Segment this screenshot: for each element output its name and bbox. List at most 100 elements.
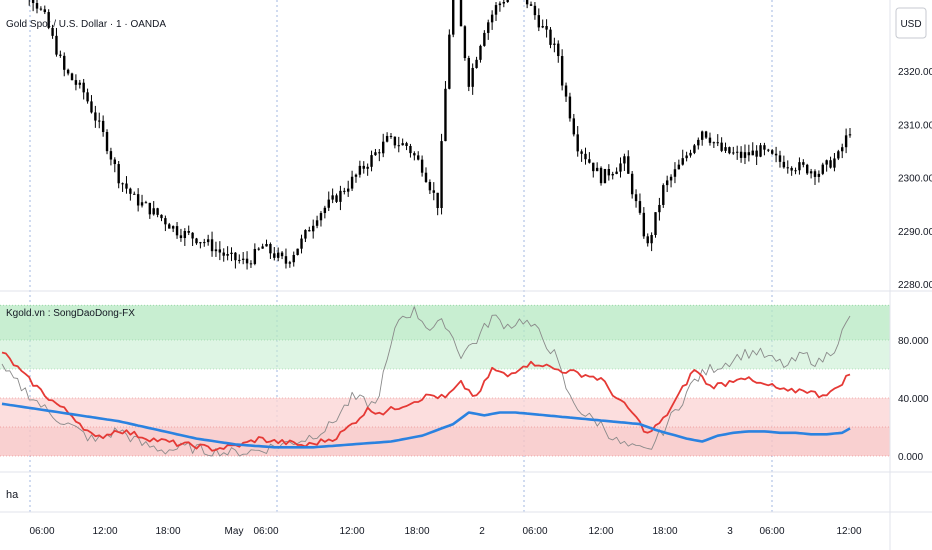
price-candle-body <box>623 156 626 164</box>
price-candle-body <box>669 176 673 181</box>
price-candle-body <box>366 166 369 169</box>
price-candle-body <box>506 0 509 2</box>
price-candle-body <box>452 0 455 35</box>
price-candle-body <box>806 164 809 174</box>
price-candle-body <box>677 164 681 170</box>
price-candle-body <box>339 190 342 202</box>
price-candle-body <box>206 239 210 243</box>
price-candle-body <box>117 164 120 184</box>
indicator-tick-label: 40.000 <box>898 394 929 405</box>
price-candle-body <box>133 193 136 195</box>
price-candle-body <box>428 181 432 191</box>
time-tick-label: 18:00 <box>652 526 677 537</box>
price-candle-body <box>584 153 587 160</box>
price-candle-body <box>802 162 805 165</box>
price-candle-body <box>634 194 638 202</box>
price-candle-body <box>440 141 443 209</box>
price-candle-body <box>55 35 58 55</box>
time-tick-label: 12:00 <box>588 526 613 537</box>
indicator-lines[interactable] <box>1 306 851 457</box>
price-candle-body <box>595 167 599 172</box>
time-tick-label: 3 <box>727 526 733 537</box>
price-candles[interactable] <box>1 0 852 270</box>
currency-button[interactable] <box>895 7 927 39</box>
price-candle-body <box>70 73 74 81</box>
price-candle-body <box>708 137 712 143</box>
price-candle-body <box>607 168 611 176</box>
price-candle-body <box>222 252 225 256</box>
price-candle-body <box>238 259 241 261</box>
price-candle-body <box>627 156 630 174</box>
price-candle-body <box>86 92 89 102</box>
price-candle-body <box>113 159 117 165</box>
price-candle-body <box>759 145 762 157</box>
price-candle-body <box>743 152 747 158</box>
price-candle-body <box>31 0 35 4</box>
price-candle-body <box>273 253 276 258</box>
indicator-axis[interactable]: 0.000 40.000 80.000 <box>898 336 929 463</box>
price-candle-body <box>210 239 214 252</box>
price-candle-body <box>724 147 727 151</box>
price-candle-body <box>712 142 716 144</box>
price-candle-body <box>490 14 494 23</box>
price-candle-body <box>599 167 603 184</box>
price-candle-body <box>288 262 292 264</box>
price-tick-label: 2320.000 <box>898 67 932 78</box>
price-candle-body <box>156 208 159 215</box>
price-candle-body <box>463 26 467 59</box>
price-candle-body <box>459 0 463 27</box>
price-candle-body <box>545 26 548 30</box>
price-candle-body <box>171 226 175 229</box>
price-candle-body <box>700 131 704 140</box>
price-candle-body <box>821 164 824 174</box>
price-candle-body <box>121 183 124 185</box>
price-candle-body <box>747 152 751 156</box>
price-tick-label: 2290.000 <box>898 227 932 238</box>
price-candle-body <box>755 150 758 157</box>
price-candle-body <box>94 112 97 121</box>
price-candle-body <box>615 171 618 174</box>
price-candle-body <box>720 142 723 151</box>
price-candle-body <box>160 214 163 219</box>
price-candle-body <box>611 173 614 176</box>
price-candle-body <box>829 160 832 168</box>
price-candle-body <box>276 252 280 258</box>
price-candle-body <box>98 120 101 122</box>
time-tick-label: 18:00 <box>404 526 429 537</box>
price-candle-body <box>837 151 840 159</box>
price-candle-body <box>90 101 93 113</box>
price-candle-body <box>413 153 416 156</box>
price-candle-body <box>304 230 307 239</box>
price-candle-body <box>51 27 54 36</box>
price-axis[interactable]: 2280.000 2290.000 2300.000 2310.000 2320.000 <box>898 67 932 291</box>
time-tick-label: 06:00 <box>522 526 547 537</box>
price-candle-body <box>214 249 218 252</box>
price-candle-body <box>471 67 474 87</box>
price-candle-body <box>82 82 85 93</box>
price-candle-body <box>763 145 766 150</box>
fast-line <box>1 351 851 452</box>
slow-line <box>1 402 851 449</box>
price-candle-body <box>39 8 43 10</box>
price-candle-body <box>319 213 323 221</box>
price-candle-body <box>350 176 354 189</box>
price-candle-body <box>436 192 439 209</box>
price-candle-body <box>646 236 649 244</box>
price-candle-body <box>844 135 848 148</box>
price-candle-body <box>619 163 622 172</box>
price-candle-body <box>809 171 813 174</box>
price-candle-body <box>323 207 327 214</box>
price-candle-body <box>498 3 502 6</box>
price-candle-body <box>467 58 470 87</box>
price-candle-body <box>315 220 319 226</box>
time-axis[interactable]: 06:00 12:00 18:00 May 06:00 12:00 18:00 2 06:00 1… <box>29 526 861 537</box>
time-tick-label: 12:00 <box>836 526 861 537</box>
price-candle-body <box>420 159 424 173</box>
price-candle-body <box>798 162 801 171</box>
price-candle-body <box>218 249 222 253</box>
price-candle-body <box>109 151 113 160</box>
price-candle-body <box>432 190 435 193</box>
price-candle-body <box>841 147 844 152</box>
raw-line <box>1 306 851 457</box>
